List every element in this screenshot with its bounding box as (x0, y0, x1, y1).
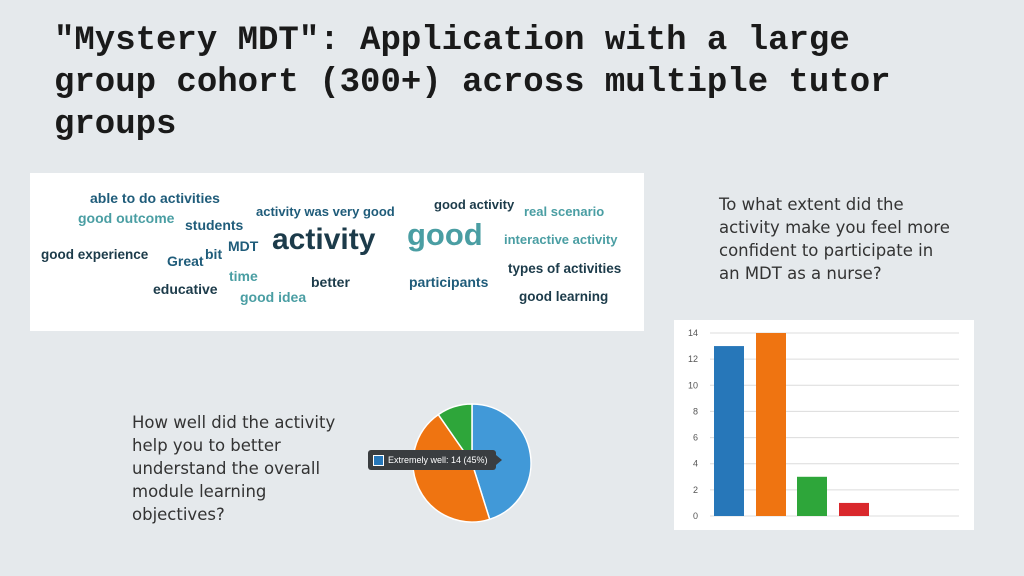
y-tick-label: 10 (688, 380, 698, 390)
word-cloud-word: types of activities (508, 261, 622, 276)
pie-tooltip: Extremely well: 14 (45%) (368, 450, 502, 470)
word-cloud-word: bit (205, 246, 223, 262)
y-tick-label: 2 (693, 485, 698, 495)
bar-chart: 0 2 4 6 8 10 12 14 (674, 320, 974, 530)
word-cloud-word: educative (153, 281, 218, 297)
y-tick-label: 8 (693, 406, 698, 416)
bar (839, 502, 869, 516)
word-cloud-word: MDT (228, 238, 259, 254)
word-cloud-word: good outcome (78, 210, 175, 226)
word-cloud-word: able to do activities (90, 190, 220, 206)
word-cloud-word: participants (409, 274, 489, 290)
slide-title: "Mystery MDT": Application with a large … (54, 22, 891, 144)
question-confidence: To what extent did the activity make you… (719, 195, 950, 283)
bar-chart-svg: 0 2 4 6 8 10 12 14 (688, 328, 959, 521)
y-tick-label: 0 (693, 511, 698, 521)
word-cloud: able to do activities good outcome stude… (30, 173, 644, 331)
bar (797, 476, 827, 516)
word-cloud-word: better (311, 274, 350, 290)
word-cloud-word: interactive activity (504, 232, 618, 247)
y-tick-label: 14 (688, 328, 698, 338)
word-cloud-word: good (407, 217, 483, 252)
bar (714, 346, 744, 516)
pie-slice (471, 403, 532, 521)
word-cloud-word: activity was very good (256, 204, 395, 219)
word-cloud-word: students (185, 217, 244, 233)
word-cloud-word: real scenario (524, 204, 605, 219)
word-cloud-word: Great (167, 253, 204, 269)
y-tick-label: 6 (693, 433, 698, 443)
pie-tooltip-text: Extremely well: 14 (45%) (388, 455, 488, 465)
word-cloud-word: good experience (41, 247, 149, 262)
bar (756, 333, 786, 516)
word-cloud-word: good activity (434, 197, 515, 212)
word-cloud-word: good learning (519, 289, 609, 304)
tooltip-swatch (373, 454, 384, 466)
word-cloud-word: time (229, 268, 258, 284)
y-tick-label: 12 (688, 354, 698, 364)
pie-slice (437, 403, 473, 466)
word-cloud-word: activity (272, 223, 376, 256)
y-tick-label: 4 (693, 459, 698, 469)
question-understanding: How well did the activity help you to be… (132, 413, 336, 524)
word-cloud-word: good idea (240, 289, 307, 305)
